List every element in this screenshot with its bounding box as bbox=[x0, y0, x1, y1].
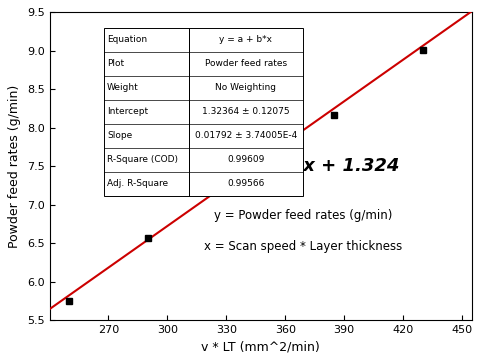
Text: Weight: Weight bbox=[107, 83, 139, 92]
Text: y = 0.018x + 1.324: y = 0.018x + 1.324 bbox=[207, 157, 399, 175]
Text: No Weighting: No Weighting bbox=[215, 83, 276, 92]
Text: R-Square (COD): R-Square (COD) bbox=[107, 155, 178, 164]
Text: y = a + b*x: y = a + b*x bbox=[219, 35, 272, 44]
Text: 0.01792 ± 3.74005E-4: 0.01792 ± 3.74005E-4 bbox=[195, 131, 297, 140]
Text: 0.99609: 0.99609 bbox=[227, 155, 265, 164]
Text: Adj. R-Square: Adj. R-Square bbox=[107, 179, 168, 188]
Text: 1.32364 ± 0.12075: 1.32364 ± 0.12075 bbox=[202, 107, 290, 116]
Text: Plot: Plot bbox=[107, 59, 124, 68]
Text: Equation: Equation bbox=[107, 35, 147, 44]
Y-axis label: Powder feed rates (g/min): Powder feed rates (g/min) bbox=[8, 85, 21, 248]
Bar bbox=[105, 28, 303, 196]
Text: Intercept: Intercept bbox=[107, 107, 148, 116]
Text: Slope: Slope bbox=[107, 131, 132, 140]
X-axis label: v * LT (mm^2/min): v * LT (mm^2/min) bbox=[201, 341, 320, 354]
Text: y = Powder feed rates (g/min): y = Powder feed rates (g/min) bbox=[214, 209, 392, 222]
Text: 0.99566: 0.99566 bbox=[227, 179, 265, 188]
Text: Powder feed rates: Powder feed rates bbox=[205, 59, 287, 68]
Text: x = Scan speed * Layer thickness: x = Scan speed * Layer thickness bbox=[204, 240, 402, 253]
